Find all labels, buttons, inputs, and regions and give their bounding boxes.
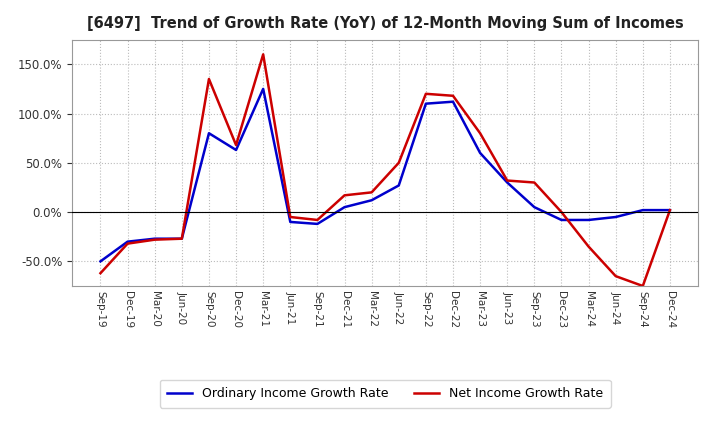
Ordinary Income Growth Rate <box>557 217 566 223</box>
Ordinary Income Growth Rate <box>150 236 159 241</box>
Ordinary Income Growth Rate <box>449 99 457 104</box>
Net Income Growth Rate <box>665 208 674 213</box>
Net Income Growth Rate <box>449 93 457 99</box>
Ordinary Income Growth Rate <box>530 205 539 210</box>
Net Income Growth Rate <box>123 241 132 246</box>
Net Income Growth Rate <box>286 214 294 220</box>
Line: Net Income Growth Rate: Net Income Growth Rate <box>101 55 670 286</box>
Ordinary Income Growth Rate <box>611 214 620 220</box>
Ordinary Income Growth Rate <box>584 217 593 223</box>
Net Income Growth Rate <box>503 178 511 183</box>
Ordinary Income Growth Rate <box>313 221 322 227</box>
Ordinary Income Growth Rate <box>421 101 430 106</box>
Ordinary Income Growth Rate <box>341 205 349 210</box>
Net Income Growth Rate <box>96 271 105 276</box>
Net Income Growth Rate <box>259 52 268 57</box>
Net Income Growth Rate <box>476 131 485 136</box>
Ordinary Income Growth Rate <box>259 86 268 92</box>
Net Income Growth Rate <box>421 91 430 96</box>
Net Income Growth Rate <box>178 236 186 241</box>
Net Income Growth Rate <box>313 217 322 223</box>
Title: [6497]  Trend of Growth Rate (YoY) of 12-Month Moving Sum of Incomes: [6497] Trend of Growth Rate (YoY) of 12-… <box>87 16 683 32</box>
Ordinary Income Growth Rate <box>96 259 105 264</box>
Ordinary Income Growth Rate <box>123 239 132 244</box>
Legend: Ordinary Income Growth Rate, Net Income Growth Rate: Ordinary Income Growth Rate, Net Income … <box>160 380 611 408</box>
Net Income Growth Rate <box>150 237 159 242</box>
Ordinary Income Growth Rate <box>232 147 240 153</box>
Net Income Growth Rate <box>341 193 349 198</box>
Net Income Growth Rate <box>367 190 376 195</box>
Net Income Growth Rate <box>639 283 647 289</box>
Net Income Growth Rate <box>557 209 566 215</box>
Net Income Growth Rate <box>395 160 403 165</box>
Ordinary Income Growth Rate <box>665 208 674 213</box>
Ordinary Income Growth Rate <box>204 131 213 136</box>
Ordinary Income Growth Rate <box>476 150 485 156</box>
Net Income Growth Rate <box>232 143 240 148</box>
Net Income Growth Rate <box>204 77 213 82</box>
Ordinary Income Growth Rate <box>286 219 294 224</box>
Net Income Growth Rate <box>530 180 539 185</box>
Ordinary Income Growth Rate <box>367 198 376 203</box>
Ordinary Income Growth Rate <box>178 236 186 241</box>
Net Income Growth Rate <box>584 244 593 249</box>
Net Income Growth Rate <box>611 274 620 279</box>
Line: Ordinary Income Growth Rate: Ordinary Income Growth Rate <box>101 89 670 261</box>
Ordinary Income Growth Rate <box>503 180 511 185</box>
Ordinary Income Growth Rate <box>395 183 403 188</box>
Ordinary Income Growth Rate <box>639 208 647 213</box>
